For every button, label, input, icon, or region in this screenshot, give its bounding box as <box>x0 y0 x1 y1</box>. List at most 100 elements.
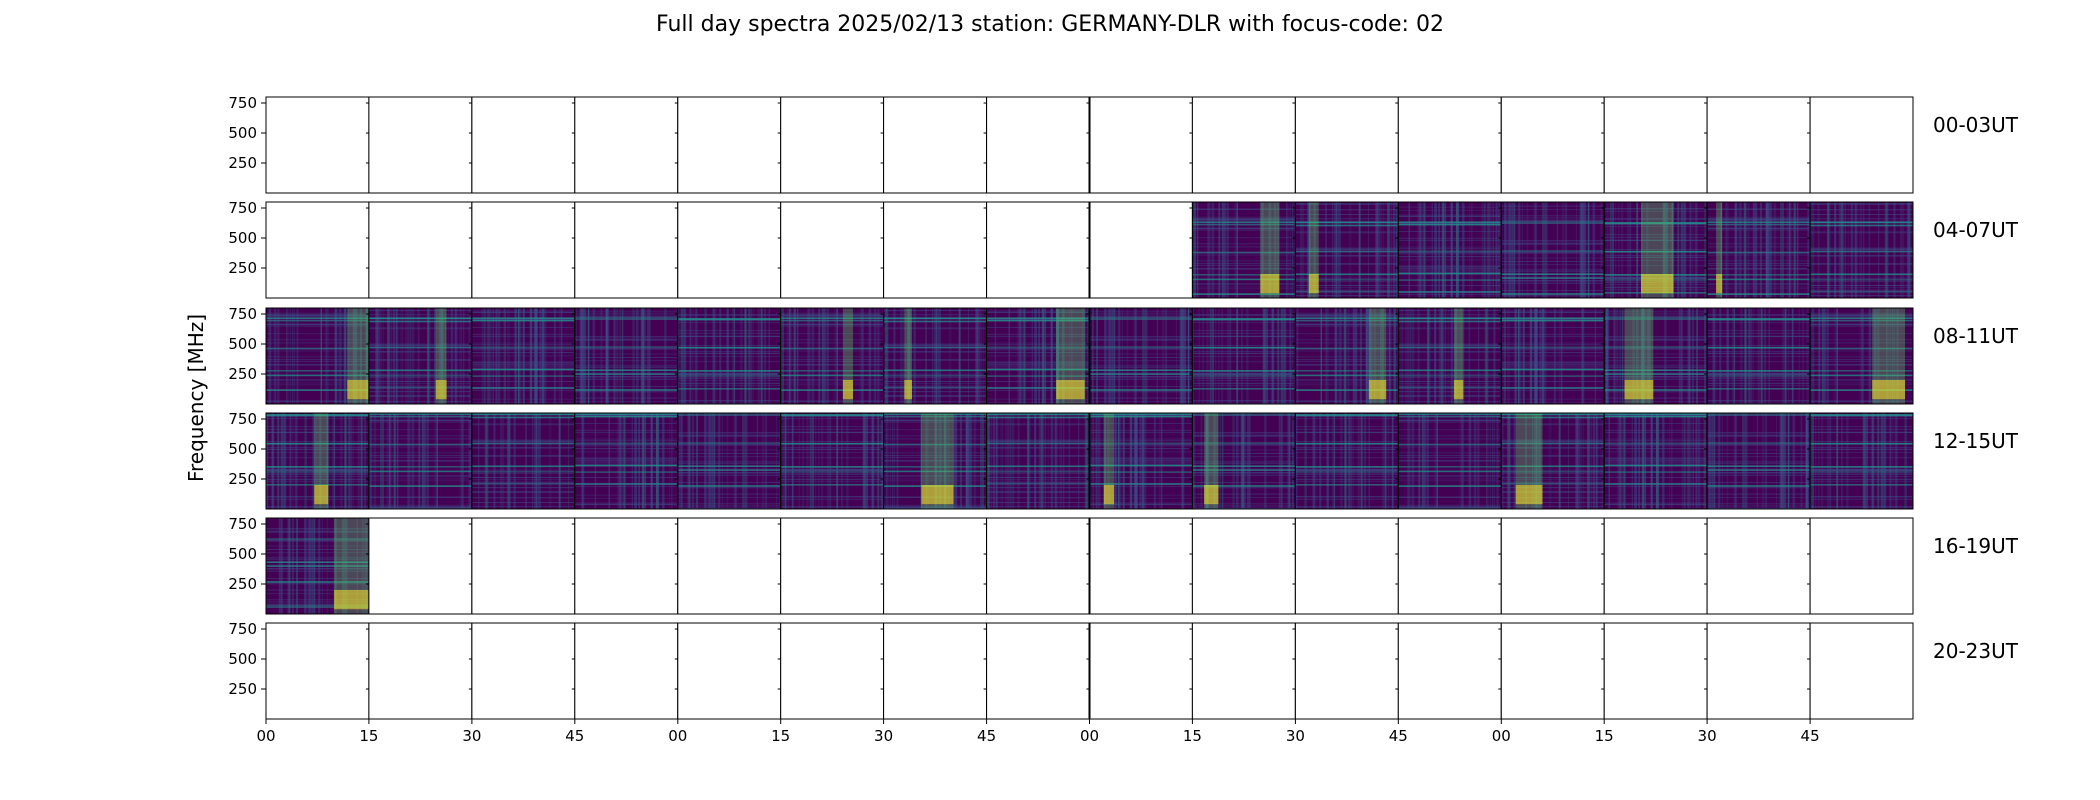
panel-row-12-15UT: 250 500 750 12-15UT <box>228 410 2019 510</box>
empty-panel <box>574 97 678 193</box>
row-time-label: 04-07UT <box>1933 218 2019 242</box>
burst-mark <box>1716 274 1723 294</box>
empty-panel <box>471 202 575 298</box>
x-tick-label: 15 <box>1183 727 1202 745</box>
spectrum-panel <box>1604 308 1708 404</box>
spectrum-panel <box>1398 308 1502 404</box>
y-tick-label: 500 <box>228 229 257 247</box>
empty-panel <box>1398 97 1502 193</box>
y-tick-label: 500 <box>228 440 257 458</box>
x-tick-label: 45 <box>565 727 584 745</box>
burst-mark <box>1872 380 1905 400</box>
x-tick-label: 45 <box>1801 727 1820 745</box>
panel-border <box>1809 307 1914 405</box>
empty-panel <box>1192 518 1296 614</box>
panel-row-04-07UT: 250 500 750 04-07UT <box>228 199 2019 299</box>
empty-panel <box>986 202 1090 298</box>
spectrum-panel <box>1810 413 1913 509</box>
empty-panel <box>1707 623 1810 719</box>
row-time-label: 00-03UT <box>1933 113 2019 137</box>
empty-panel <box>266 97 369 193</box>
empty-panel <box>1398 623 1502 719</box>
x-tick-label: 00 <box>668 727 687 745</box>
spectrum-panel <box>471 308 575 404</box>
empty-panel <box>1089 518 1193 614</box>
empty-panel <box>266 623 369 719</box>
empty-panel <box>780 202 884 298</box>
burst-mark <box>1453 380 1464 400</box>
panel-border <box>1809 96 1914 194</box>
empty-panel <box>883 623 987 719</box>
empty-panel <box>677 623 781 719</box>
burst-mark <box>904 308 912 404</box>
empty-panel <box>1501 623 1605 719</box>
empty-panel <box>677 202 781 298</box>
burst-mark <box>1056 380 1085 400</box>
empty-panel <box>368 97 472 193</box>
panel-border <box>1809 412 1914 510</box>
empty-panel <box>1295 97 1399 193</box>
burst-mark <box>334 590 370 610</box>
burst-mark <box>1368 380 1387 400</box>
empty-panel <box>1810 518 1913 614</box>
burst-mark <box>842 308 853 404</box>
empty-panel <box>471 623 575 719</box>
spectrum-panel <box>574 308 678 404</box>
empty-panel <box>883 97 987 193</box>
x-tick-label: 30 <box>1698 727 1717 745</box>
x-tick-label: 45 <box>977 727 996 745</box>
spectrum-panel <box>1398 202 1502 298</box>
spectrum-panel <box>1192 308 1296 404</box>
x-tick-label: 30 <box>1286 727 1305 745</box>
spectrum-panel <box>1295 413 1399 509</box>
spectrum-panel <box>1398 413 1502 509</box>
empty-panel <box>1192 97 1296 193</box>
burst-mark <box>1103 485 1115 505</box>
x-tick-label: 15 <box>1595 727 1614 745</box>
spectrum-panel <box>1604 413 1708 509</box>
empty-panel <box>1089 97 1193 193</box>
empty-panel <box>883 518 987 614</box>
empty-panel <box>677 518 781 614</box>
empty-panel <box>368 202 472 298</box>
panel-border <box>1809 517 1914 615</box>
empty-panel <box>1810 623 1913 719</box>
empty-panel <box>780 518 884 614</box>
x-tick-label: 45 <box>1389 727 1408 745</box>
empty-panel <box>1707 518 1810 614</box>
empty-panel <box>368 518 472 614</box>
y-tick-label: 500 <box>228 335 257 353</box>
empty-panel <box>471 97 575 193</box>
burst-mark <box>1308 202 1319 298</box>
y-tick-label: 750 <box>228 515 257 533</box>
spectrum-panel <box>677 413 781 509</box>
x-tick-label: 30 <box>462 727 481 745</box>
empty-panel <box>1295 623 1399 719</box>
empty-panel <box>1398 518 1502 614</box>
spectrum-panel <box>1707 202 1810 298</box>
burst-mark <box>1716 202 1723 298</box>
empty-panel <box>883 202 987 298</box>
empty-panel <box>471 518 575 614</box>
panel-row-16-19UT: 250 500 750 16-19UT <box>228 515 2019 615</box>
burst-mark <box>435 308 447 404</box>
burst-mark <box>921 485 954 505</box>
spectrum-panel <box>780 413 884 509</box>
empty-panel <box>780 97 884 193</box>
y-tick-label: 750 <box>228 94 257 112</box>
empty-panel <box>1604 518 1708 614</box>
spectrum-panel <box>368 308 472 404</box>
spectrum-panel <box>1192 202 1296 298</box>
burst-mark <box>1453 308 1464 404</box>
burst-mark <box>1624 380 1654 400</box>
empty-panel <box>677 97 781 193</box>
y-tick-label: 500 <box>228 545 257 563</box>
spectrum-panel <box>368 413 472 509</box>
spectrum-panel <box>1089 308 1193 404</box>
burst-mark <box>1515 485 1543 505</box>
burst-mark <box>1103 413 1115 509</box>
y-tick-label: 250 <box>228 470 257 488</box>
spectrum-panel <box>780 308 884 404</box>
